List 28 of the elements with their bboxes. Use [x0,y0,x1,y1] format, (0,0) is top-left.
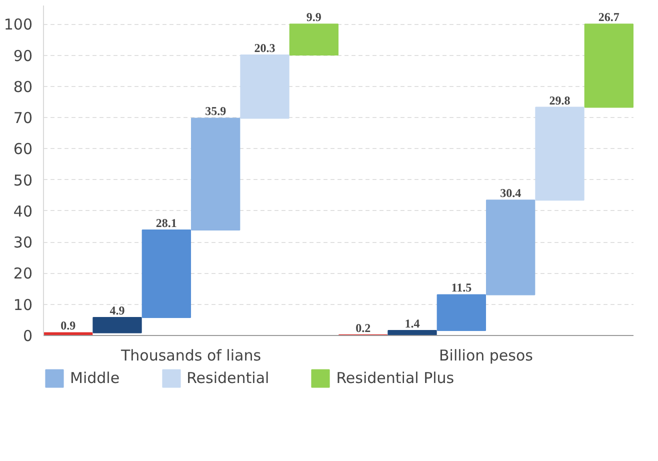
data-label: 9.9 [306,10,322,24]
x-tick-label: Thousands of lians [120,346,262,364]
data-label: 29.8 [549,93,570,108]
data-label: 20.3 [254,41,276,55]
legend-label: Middle [70,369,120,387]
legend-label: Residential [186,369,270,387]
data-label: 0.9 [60,318,76,333]
data-label: 1.4 [404,316,420,331]
y-tick-label: 100 [4,16,33,34]
data-label: 35.9 [205,104,226,118]
y-tick-label: 30 [13,234,33,252]
y-tick-label: 60 [13,140,33,158]
data-label: 0.2 [356,320,371,335]
data-label: 11.5 [451,280,472,295]
y-tick-label: 40 [13,202,33,220]
y-tick-label: 20 [13,264,33,283]
y-tick-label: 50 [13,171,33,190]
data-label: 28.1 [156,216,177,230]
y-tick-label: 70 [13,109,33,128]
y-tick-label: 90 [13,46,33,65]
y-tick-label: 10 [13,296,33,314]
data-label: 26.7 [598,10,620,24]
x-tick-label: Billion pesos [439,346,534,364]
legend-label: Residential Plus [336,369,454,387]
y-tick-label: 80 [13,78,33,96]
y-tick-label: 0 [22,327,33,345]
data-label: 4.9 [110,303,125,318]
data-label: 30.4 [500,186,522,200]
